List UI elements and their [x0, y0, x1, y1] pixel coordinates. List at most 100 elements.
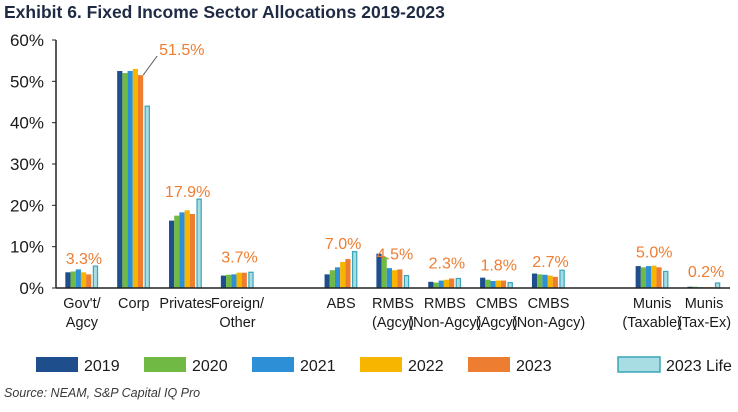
bar-2023 [552, 276, 558, 288]
bar-2023 [137, 75, 144, 288]
bar-2023-life [507, 282, 513, 289]
bar-2020 [537, 274, 543, 288]
y-tick-label: 40% [10, 114, 44, 133]
annotation-label: 1.8% [480, 258, 516, 275]
category-label: Munis [633, 296, 672, 312]
bar-2019 [376, 253, 382, 288]
legend-label: 2020 [192, 358, 228, 375]
bar-2019 [65, 272, 71, 288]
y-axis-ticks: 0% 10% 20% 30% 40% 50% 60% [10, 31, 56, 298]
bar-2020 [70, 271, 76, 288]
legend-label: 2021 [300, 358, 336, 375]
category-label: (Tax-Ex) [677, 315, 731, 331]
annotation-label: 2.3% [429, 255, 465, 272]
bar-2022 [547, 275, 553, 288]
bar-2022 [80, 272, 87, 288]
bar-2023-life [455, 277, 462, 289]
bar-2021 [127, 71, 133, 288]
bar-2019 [324, 274, 330, 288]
bar-2023-life [559, 269, 565, 289]
bar-2019 [220, 275, 227, 288]
category-label: Agcy [66, 315, 99, 331]
bar-2022 [132, 68, 138, 288]
annotation-label: 5.0% [636, 244, 672, 261]
bar-2023 [189, 214, 196, 288]
annotation-label: 0.2% [688, 264, 724, 281]
category-label: (Taxable) [622, 315, 682, 331]
category-label: RMBS [372, 296, 414, 312]
category-label: Foreign/ [211, 296, 265, 312]
bar-2020 [640, 267, 647, 288]
category-label: CMBS [476, 296, 518, 312]
bar-2023-life [663, 270, 669, 289]
bar-2023-life [403, 275, 410, 289]
bar-series [65, 68, 721, 289]
chart-legend: 2019 2020 2021 2022 2023 2023 Life [36, 356, 732, 375]
category-labels: Gov't/Agcy Corp Privates Foreign/Other ABS RM… [63, 296, 731, 331]
bar-2020 [485, 279, 491, 288]
category-label: Munis [685, 296, 724, 312]
category-label: (Non-Agcy) [512, 315, 585, 331]
annotation-label: 17.9% [165, 184, 210, 201]
bar-2021 [179, 212, 185, 288]
bar-2019 [169, 220, 175, 288]
bar-2019 [117, 71, 123, 288]
chart-title: Exhibit 6. Fixed Income Sector Allocatio… [4, 2, 445, 22]
legend-label: 2019 [84, 358, 120, 375]
bar-2020 [381, 257, 387, 288]
category-label: Other [219, 315, 255, 331]
annotation-label: 3.3% [66, 251, 102, 268]
legend-swatch [360, 357, 402, 372]
bar-2021 [75, 269, 81, 288]
bar-2020 [433, 282, 439, 288]
bar-2023 [241, 272, 247, 288]
bar-2019 [531, 273, 538, 288]
y-tick-label: 30% [10, 155, 44, 174]
source-note: Source: NEAM, S&P Capital IQ Pro [4, 386, 201, 400]
category-label: ABS [327, 296, 356, 312]
bar-2021 [334, 267, 341, 288]
bar-2021 [542, 274, 548, 288]
bar-2022 [495, 280, 501, 288]
legend-label: 2022 [408, 358, 444, 375]
category-label: Gov't/ [63, 296, 101, 312]
bar-2023-life [92, 265, 99, 289]
category-label: Privates [159, 296, 211, 312]
legend-swatch [468, 357, 510, 372]
value-annotations: 3.3% 51.5% 17.9% 3.7% 7.0% 4.5% 2.3% 1.8% 2.7% 5.… [66, 42, 725, 281]
bar-2022 [392, 270, 398, 288]
legend-swatch [252, 357, 294, 372]
annotation-label: 3.7% [221, 250, 257, 267]
bar-2019 [480, 277, 486, 288]
bar-2022 [651, 265, 657, 288]
annotation-label: 51.5% [159, 42, 204, 59]
bar-2023 [397, 269, 403, 288]
bar-2023 [500, 280, 507, 288]
y-tick-label: 10% [10, 238, 44, 257]
bar-2023-life [196, 198, 202, 289]
y-tick-label: 0% [19, 279, 44, 298]
bar-2023 [345, 259, 351, 288]
bar-2021 [646, 266, 652, 288]
bar-2022 [443, 279, 450, 288]
bar-2023-life [144, 105, 150, 289]
annotation-label: 7.0% [325, 236, 361, 253]
bar-2023-life [351, 251, 358, 289]
bar-2020 [122, 73, 128, 288]
bar-2021 [438, 280, 444, 288]
bar-2019 [428, 281, 434, 288]
bar-2022 [340, 261, 346, 288]
y-tick-label: 60% [10, 31, 44, 50]
category-label: (Non-Agcy) [408, 315, 481, 331]
bar-2020 [329, 270, 335, 288]
annotation-leader-line [142, 55, 158, 76]
legend-label: 2023 Life [666, 358, 732, 375]
bar-2019 [635, 266, 641, 288]
category-label: (Agcy) [476, 315, 518, 331]
legend-swatch [36, 357, 78, 372]
bar-2023 [656, 267, 662, 288]
annotation-label: 2.7% [532, 254, 568, 271]
bar-2021 [386, 268, 392, 288]
bar-2023-life [248, 271, 254, 289]
